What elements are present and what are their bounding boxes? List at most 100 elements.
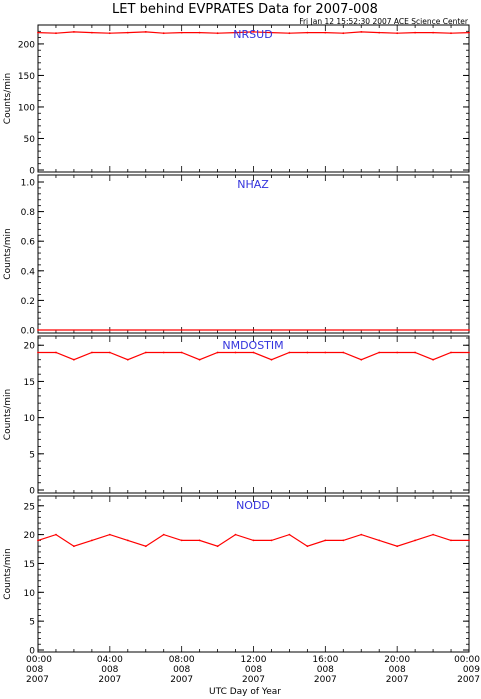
y-tick-label: 0 (29, 487, 35, 497)
data-point (234, 31, 237, 34)
data-point (342, 351, 345, 354)
data-point (468, 329, 470, 331)
x-tick-label-year: 2007 (170, 675, 193, 685)
data-point (306, 351, 309, 354)
x-tick-label-doy: 008 (389, 665, 406, 675)
data-point (342, 32, 345, 35)
data-point (378, 351, 381, 354)
y-tick-label: 100 (18, 103, 35, 113)
data-point (324, 351, 327, 354)
panel-nhaz: 0.0 0.2 0.4 0.6 0.8 1.0 Counts/min NHAZ (3, 174, 470, 337)
data-point (450, 539, 452, 542)
x-tick-label-doy: 008 (317, 665, 334, 675)
data-point (108, 32, 111, 35)
y-axis-label: Counts/min (3, 228, 13, 279)
y-tick-label: 50 (24, 135, 36, 145)
x-tick-label-time: 16:00 (312, 655, 338, 665)
timestamp: Fri Jan 12 15:52:30 2007 ACE Science Cen… (299, 17, 469, 26)
data-point (73, 358, 75, 361)
data-point (162, 351, 165, 354)
y-tick-label: 20 (24, 531, 36, 541)
data-point (288, 32, 291, 35)
data-point (360, 31, 363, 33)
data-point (414, 31, 416, 34)
y-tick-label: 150 (18, 72, 35, 82)
data-point (216, 351, 219, 354)
data-point (324, 539, 327, 542)
data-point (198, 31, 201, 34)
data-point (306, 31, 309, 34)
x-tick-label-doy: 009 (463, 665, 480, 675)
series-line-nmdostim (38, 351, 469, 361)
y-tick-label: 15 (24, 560, 35, 570)
chart-title: LET behind EVPRATES Data for 2007-008 (112, 2, 378, 17)
x-tick-label-time: 00:00 (26, 655, 52, 665)
y-tick-label: 0.8 (21, 208, 36, 218)
data-point (198, 539, 201, 542)
x-tick-label-year: 2007 (314, 675, 337, 685)
panel-nrsud: 0 50 100 150 200 Counts/min NRSUD (3, 24, 470, 177)
x-tick-label-year: 2007 (98, 675, 121, 685)
y-axis-label: Counts/min (3, 73, 13, 124)
y-tick-label: 25 (24, 502, 35, 512)
data-point (234, 351, 237, 354)
data-point (252, 539, 255, 542)
x-tick-label-time: 08:00 (169, 655, 195, 665)
y-tick-label: 0.0 (21, 327, 36, 337)
y-tick-label: 0 (29, 647, 35, 657)
data-point (450, 32, 452, 35)
data-point (414, 539, 416, 542)
data-point (144, 351, 147, 354)
panels-group: 050100150200Counts/minNRSUD0.00.20.40.60… (3, 24, 470, 657)
data-point (234, 533, 237, 536)
x-tick-label-time: 04:00 (97, 655, 123, 665)
data-point (37, 351, 39, 354)
y-tick-label: 10 (24, 414, 36, 424)
data-point (162, 32, 165, 35)
data-point (126, 31, 129, 34)
data-point (216, 545, 219, 548)
data-point (37, 539, 39, 542)
x-axis-label: UTC Day of Year (209, 687, 281, 697)
data-point (108, 533, 111, 536)
data-point (378, 539, 381, 542)
data-point (252, 351, 255, 354)
data-point (468, 351, 470, 354)
data-point (180, 539, 183, 542)
data-point (306, 545, 309, 548)
panel-frame (37, 24, 470, 173)
data-point (270, 539, 273, 542)
x-tick-label-time: 12:00 (241, 655, 267, 665)
data-point (180, 351, 183, 354)
data-point (108, 351, 111, 354)
data-point (73, 31, 75, 33)
data-point (180, 31, 183, 34)
data-point (73, 545, 75, 548)
x-tick-label-doy: 008 (101, 665, 118, 675)
data-point (162, 533, 165, 536)
y-tick-label: 0 (29, 167, 35, 177)
x-tick-label-year: 2007 (457, 675, 480, 685)
panel-frame (37, 174, 470, 334)
x-tick-label-time: 00:00 (454, 655, 480, 665)
y-tick-label: 20 (24, 342, 36, 352)
panel-label: NMDOSTIM (222, 339, 283, 352)
y-axis-label: Counts/min (3, 548, 13, 599)
data-point (396, 545, 399, 548)
x-tick-labels: 00:00008200704:00008200708:00008200712:0… (26, 655, 480, 685)
panel-label: NODD (236, 499, 270, 512)
panel-frame (37, 495, 470, 653)
data-point (37, 329, 39, 331)
x-tick-label-year: 2007 (26, 675, 49, 685)
y-tick-label: 200 (18, 40, 35, 50)
x-tick-label-time: 20:00 (384, 655, 410, 665)
data-point (144, 31, 147, 33)
y-tick-label: 1.0 (21, 179, 36, 189)
data-point (378, 31, 381, 34)
data-point (324, 31, 327, 34)
y-tick-label: 5 (29, 618, 35, 628)
panel-label: NRSUD (233, 28, 272, 41)
data-point (126, 539, 129, 542)
data-point (432, 358, 434, 361)
